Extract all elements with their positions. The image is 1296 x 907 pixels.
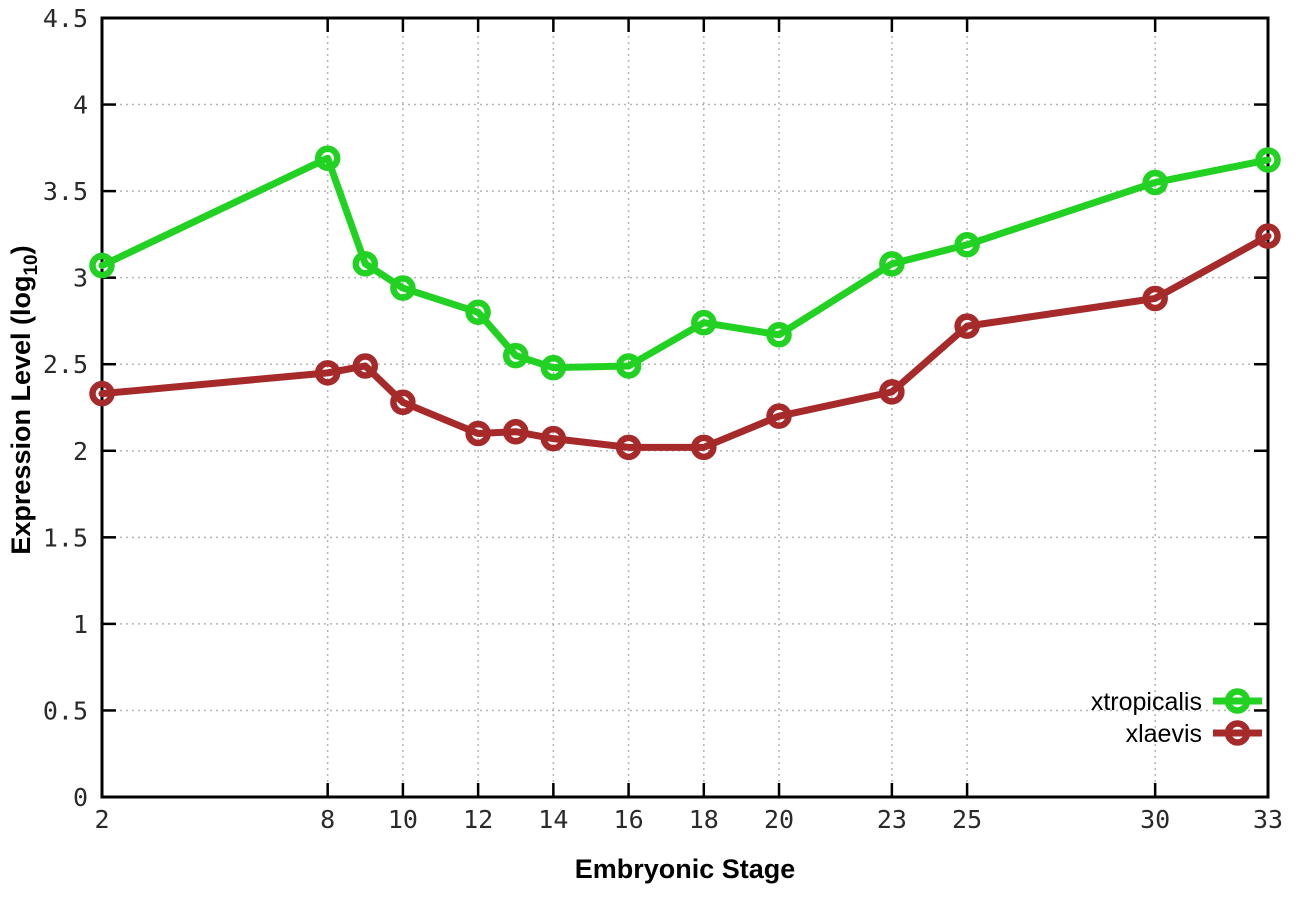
y-tick-label: 1.5 <box>43 523 88 552</box>
data-point-marker <box>879 251 905 277</box>
y-tick-label: 3.5 <box>43 177 88 206</box>
x-tick-label: 12 <box>463 805 493 834</box>
legend-item-xtropicalis: xtropicalis <box>1091 688 1262 716</box>
x-tick-label: 33 <box>1253 805 1283 834</box>
x-tick-label: 10 <box>388 805 418 834</box>
data-point-marker <box>465 420 491 447</box>
data-point-marker <box>954 232 980 258</box>
data-point-marker <box>314 145 341 171</box>
tick-labels: 2 8 10 12 14 16 18 20 23 25 30 33 0 0.5 1 1.5 2 2.5 3 3.5 4 4… <box>43 4 1283 834</box>
series-xtropicalis <box>89 145 1281 381</box>
data-point-marker <box>766 322 792 348</box>
legend-label-xtropicalis: xtropicalis <box>1091 688 1202 716</box>
axis-ticks <box>100 16 1270 799</box>
legend-label-xlaevis: xlaevis <box>1126 720 1202 748</box>
data-point-marker <box>691 309 717 336</box>
x-tick-label: 23 <box>877 805 907 834</box>
series-line-xlaevis <box>98 232 1272 451</box>
data-point-marker <box>615 353 642 379</box>
x-tick-label: 16 <box>614 805 644 834</box>
data-point-marker <box>1142 169 1168 196</box>
x-tick-label: 14 <box>538 805 568 834</box>
data-point-marker <box>540 354 567 381</box>
y-axis-label: Expression Level (log10) <box>6 245 42 554</box>
data-point-marker <box>89 380 115 407</box>
data-point-marker <box>352 353 379 379</box>
legend: xtropicalis xlaevis <box>1091 688 1262 748</box>
y-tick-label: 3 <box>73 264 88 293</box>
y-tick-label: 2 <box>73 437 88 466</box>
legend-marker-xtropicalis <box>1224 688 1251 714</box>
data-point-marker <box>465 299 491 326</box>
data-point-marker <box>502 342 529 369</box>
data-point-marker <box>691 434 717 461</box>
series-xlaevis <box>89 223 1281 461</box>
data-point-marker <box>1255 147 1281 173</box>
data-point-marker <box>954 313 980 339</box>
y-tick-label: 2.5 <box>43 350 88 379</box>
plot-border <box>100 16 1270 799</box>
data-point-marker <box>390 275 416 301</box>
data-point-marker <box>502 418 529 445</box>
y-tick-label: 0 <box>73 783 88 812</box>
data-point-marker <box>314 360 341 386</box>
y-tick-label: 1 <box>73 610 88 639</box>
x-tick-label: 8 <box>320 805 335 834</box>
grid <box>101 17 1269 798</box>
series <box>89 145 1281 461</box>
y-tick-label: 4 <box>73 91 88 120</box>
y-tick-label: 0.5 <box>43 696 88 725</box>
y-tick-label: 4.5 <box>43 4 88 33</box>
x-tick-label: 20 <box>764 805 794 834</box>
x-tick-label: 25 <box>952 805 982 834</box>
data-point-marker <box>615 434 642 461</box>
x-tick-label: 30 <box>1140 805 1170 834</box>
data-point-marker <box>766 403 792 429</box>
legend-item-xlaevis: xlaevis <box>1126 720 1262 748</box>
series-line-xtropicalis <box>98 154 1272 372</box>
legend-marker-xlaevis <box>1224 720 1251 746</box>
data-point-marker <box>879 379 905 405</box>
data-point-marker <box>540 425 567 452</box>
data-point-marker <box>1142 285 1168 312</box>
data-point-marker <box>352 251 379 277</box>
x-axis-label: Embryonic Stage <box>575 854 796 884</box>
x-tick-label: 18 <box>689 805 719 834</box>
data-point-marker <box>1255 223 1281 249</box>
data-point-marker <box>390 389 416 416</box>
x-tick-label: 2 <box>94 805 109 834</box>
data-point-marker <box>89 252 115 279</box>
